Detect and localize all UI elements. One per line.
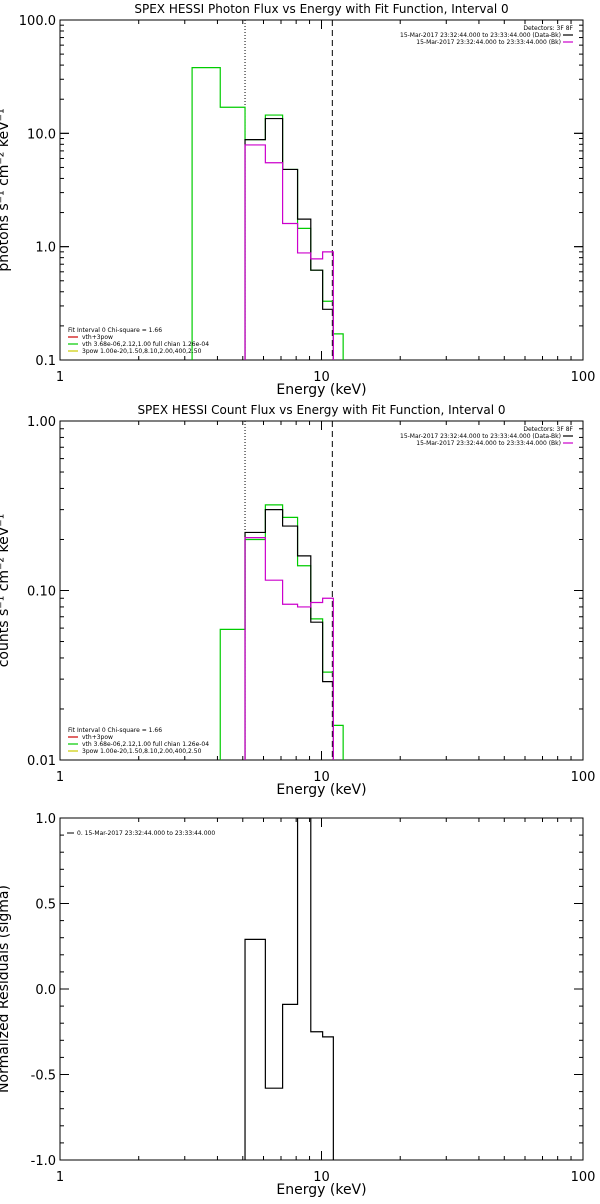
fit-legend-entry: vth+3pow xyxy=(82,334,113,341)
y-tick-label: -1.0 xyxy=(31,1154,56,1169)
data-series-0 xyxy=(244,818,334,1160)
fit-legend-header: Fit Interval 0 Chi-square = 1.66 xyxy=(68,727,162,734)
x-axis-label: Energy (keV) xyxy=(276,782,366,798)
legend-entry: 15-Mar-2017 23:32:44.000 to 23:33:44.000… xyxy=(400,32,561,39)
legend-entry: 15-Mar-2017 23:32:44.000 to 23:33:44.000… xyxy=(400,433,561,440)
y-axis-label: counts s⁻¹ cm⁻² keV⁻¹ xyxy=(0,514,12,668)
x-axis-label: Energy (keV) xyxy=(276,382,366,398)
fit-legend-entry: 3pow 1.00e-20,1.50,8.10,2.00,400,2.50 xyxy=(82,748,202,755)
x-tick-label: 100 xyxy=(571,770,596,785)
y-tick-label: 1.0 xyxy=(35,812,56,827)
data-series-2 xyxy=(244,144,334,360)
data-series-2 xyxy=(244,537,334,760)
chart-panel-1: SPEX HESSI Count Flux vs Energy with Fit… xyxy=(0,403,596,798)
data-series-0 xyxy=(191,67,344,360)
x-tick-label: 1 xyxy=(56,370,64,385)
data-series-1 xyxy=(244,117,334,360)
fit-legend-entry: vth 3.68e-06,2.12,1.00 full chian 1.26e-… xyxy=(82,341,209,348)
fit-legend-entry: 3pow 1.00e-20,1.50,8.10,2.00,400,2.50 xyxy=(82,348,202,355)
legend-entry: 0. 15-Mar-2017 23:32:44.000 to 23:33:44.… xyxy=(77,830,215,837)
plot-frame xyxy=(59,420,584,761)
data-series-0 xyxy=(219,504,344,760)
fit-legend-header: Fit Interval 0 Chi-square = 1.66 xyxy=(68,327,162,334)
plot-frame xyxy=(59,817,584,1161)
legend-header: Detectors: 3F 8F xyxy=(523,25,573,32)
chart-panel-2: 1 10 100 Energy (keV) -1.0 -0.5 0.0 0.5 1.0 Norma… xyxy=(0,812,596,1198)
y-axis-label: Normalized Residuals (sigma) xyxy=(0,885,12,1093)
y-tick-label: 0.01 xyxy=(27,754,56,769)
fit-legend-entry: vth+3pow xyxy=(82,734,113,741)
x-tick-label: 1 xyxy=(56,1170,64,1185)
y-tick-label: -0.5 xyxy=(31,1069,56,1084)
y-tick-label: 1.00 xyxy=(27,415,56,430)
x-tick-label: 100 xyxy=(571,1170,596,1185)
legend-entry: 15-Mar-2017 23:32:44.000 to 23:33:44.000… xyxy=(416,440,561,447)
legend-header: Detectors: 3F 8F xyxy=(523,426,573,433)
y-tick-label: 0.0 xyxy=(35,983,56,998)
chart-title: SPEX HESSI Photon Flux vs Energy with Fi… xyxy=(134,2,508,16)
y-tick-label: 0.5 xyxy=(35,898,56,913)
chart-panel-0: SPEX HESSI Photon Flux vs Energy with Fi… xyxy=(0,2,596,398)
x-tick-label: 100 xyxy=(571,370,596,385)
y-tick-label: 0.1 xyxy=(35,354,56,369)
y-tick-label: 10.0 xyxy=(27,127,56,142)
y-tick-label: 0.10 xyxy=(27,585,56,600)
x-tick-label: 10 xyxy=(313,770,330,785)
data-series-1 xyxy=(244,509,334,760)
y-axis-label: photons s⁻¹ cm⁻² keV⁻¹ xyxy=(0,108,12,271)
x-tick-label: 10 xyxy=(313,370,330,385)
fit-legend-entry: vth 3.68e-06,2.12,1.00 full chian 1.26e-… xyxy=(82,741,209,748)
x-tick-label: 10 xyxy=(313,1170,330,1185)
y-tick-label: 1.0 xyxy=(35,241,56,256)
x-axis-label: Energy (keV) xyxy=(276,1182,366,1198)
y-tick-label: 100.0 xyxy=(19,14,56,29)
x-tick-label: 1 xyxy=(56,770,64,785)
legend-entry: 15-Mar-2017 23:32:44.000 to 23:33:44.000… xyxy=(416,39,561,46)
chart-title: SPEX HESSI Count Flux vs Energy with Fit… xyxy=(137,403,505,417)
plot-frame xyxy=(59,19,584,361)
